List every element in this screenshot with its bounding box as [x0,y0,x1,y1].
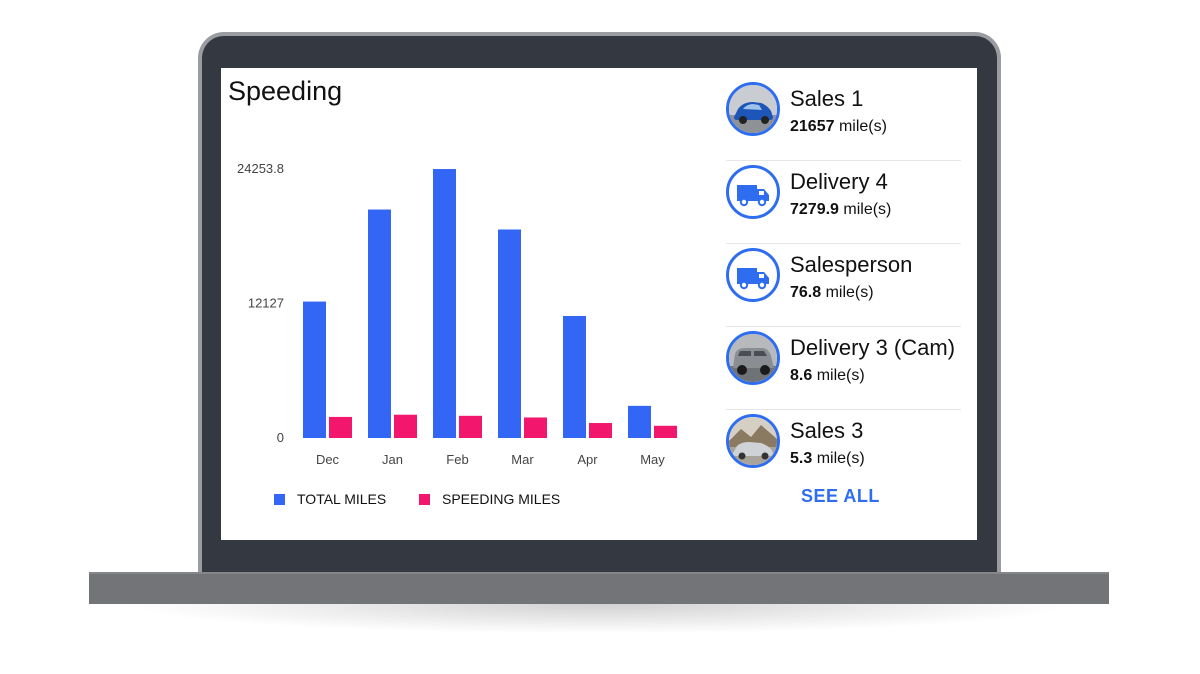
vehicle-miles: 8.6 mile(s) [790,367,865,384]
y-tick-label: 24253.8 [237,161,284,176]
x-tick-label: Mar [511,452,534,467]
x-tick-label: Feb [446,452,468,467]
total-miles-bar[interactable] [303,301,326,438]
total-miles-bar[interactable] [563,315,586,438]
van-icon [726,165,780,219]
speeding-miles-bar[interactable] [459,415,482,438]
legend-swatch [419,494,430,505]
x-tick-label: May [640,452,665,467]
vehicle-name: Sales 1 [790,86,864,111]
vehicle-name: Sales 3 [790,418,864,443]
car-photo-blue-icon [726,82,780,136]
speeding-miles-bar[interactable] [654,425,677,438]
total-miles-bar[interactable] [498,229,521,438]
laptop-shadow [120,604,1080,634]
vehicle-item-sales-1[interactable]: Sales 1 21657 mile(s) [726,78,961,161]
y-tick-label: 12127 [248,296,284,311]
total-miles-bar[interactable] [368,209,391,438]
legend-swatch [274,494,285,505]
legend-label[interactable]: SPEEDING MILES [442,491,560,507]
dashboard-screen: Speeding 0 12127 24253.8 Dec Jan Feb Mar Apr May… [221,68,977,540]
laptop-base [89,572,1109,604]
legend-label[interactable]: TOTAL MILES [297,491,386,507]
car-photo-silver-icon [726,414,780,468]
vehicle-miles: 7279.9 mile(s) [790,201,892,218]
speeding-miles-bar[interactable] [329,416,352,438]
vehicle-item-sales-3[interactable]: Sales 3 5.3 mile(s) [726,410,961,492]
x-tick-label: Apr [577,452,598,467]
suv-photo-icon [726,331,780,385]
vehicle-item-salesperson[interactable]: Salesperson 76.8 mile(s) [726,244,961,327]
vehicle-list: Sales 1 21657 mile(s) Delivery 4 7279.9 … [726,78,976,492]
see-all-link[interactable]: SEE ALL [801,486,880,506]
vehicle-miles: 21657 mile(s) [790,118,887,135]
speeding-miles-bar[interactable] [394,414,417,438]
speeding-chart: 0 12127 24253.8 Dec Jan Feb Mar Apr May TOTAL MIL… [237,161,677,507]
vehicle-miles: 76.8 mile(s) [790,284,874,301]
x-tick-label: Dec [316,452,340,467]
y-tick-label: 0 [277,430,284,445]
vehicle-item-delivery-4[interactable]: Delivery 4 7279.9 mile(s) [726,161,961,244]
vehicle-miles: 5.3 mile(s) [790,450,865,467]
speeding-miles-bar[interactable] [524,417,547,438]
chart-title: Speeding [228,76,343,106]
vehicle-name: Salesperson [790,252,913,277]
van-icon [726,248,780,302]
vehicle-item-delivery-3-cam[interactable]: Delivery 3 (Cam) 8.6 mile(s) [726,327,961,410]
speeding-miles-bar[interactable] [589,423,612,438]
vehicle-name: Delivery 3 (Cam) [790,335,956,360]
total-miles-bar[interactable] [433,169,456,438]
total-miles-bar[interactable] [628,405,651,438]
x-tick-label: Jan [382,452,403,467]
vehicle-name: Delivery 4 [790,169,888,194]
